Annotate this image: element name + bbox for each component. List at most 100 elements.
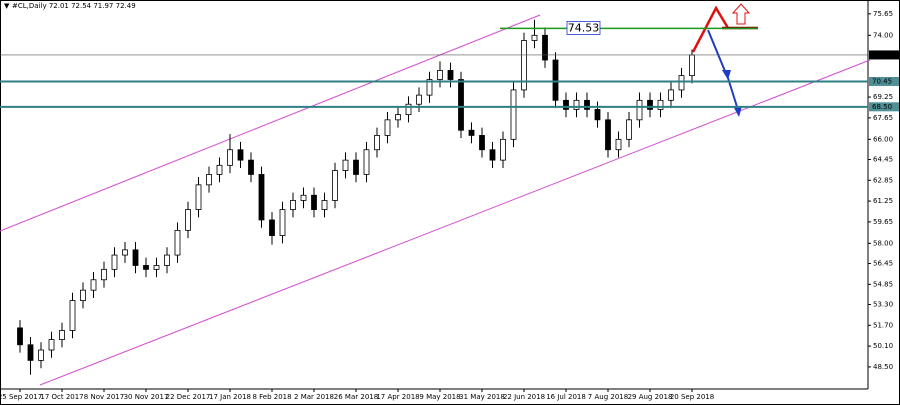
candle-body xyxy=(657,99,664,110)
candle-body xyxy=(479,135,485,151)
red-path xyxy=(691,5,730,53)
candle-body xyxy=(437,70,443,80)
menu-icon[interactable]: ▼ xyxy=(4,2,10,10)
candle-body xyxy=(300,194,307,201)
candle-body xyxy=(143,265,149,270)
candle-body xyxy=(353,159,359,175)
up-arrow-icon xyxy=(731,3,751,25)
y-tick-label: 75.65 xyxy=(873,10,893,18)
candle-body xyxy=(542,34,548,61)
level-label: 70.45 xyxy=(872,77,892,85)
candle-body xyxy=(395,114,401,121)
candle-body xyxy=(258,174,265,221)
candle-body xyxy=(489,149,496,161)
y-tick-label: 58.00 xyxy=(873,239,893,247)
candle-body xyxy=(59,330,65,340)
x-tick-label: 9 May 2018 xyxy=(419,393,460,401)
candle-body xyxy=(80,289,86,301)
x-tick-label: 17 Oct 2017 xyxy=(40,393,83,401)
blue-path xyxy=(707,29,728,77)
candle-body xyxy=(111,254,118,270)
candle-body xyxy=(269,219,275,236)
candle-body xyxy=(521,40,527,91)
level-label: 68.50 xyxy=(872,103,892,111)
x-tick-label: 26 Mar 2018 xyxy=(334,393,378,401)
blue-arrowhead xyxy=(722,70,731,80)
candle-body xyxy=(615,138,622,151)
blue-path xyxy=(727,77,739,111)
candle-body xyxy=(510,89,517,140)
x-tick-label: 16 Jul 2018 xyxy=(546,393,586,401)
y-tick-label: 51.70 xyxy=(873,321,893,329)
x-tick-label: 20 Sep 2018 xyxy=(670,393,714,401)
blue-arrowhead xyxy=(733,106,742,117)
candle-body xyxy=(27,344,34,361)
candle-body xyxy=(216,164,223,175)
y-tick-label: 50.10 xyxy=(873,342,893,350)
candle-body xyxy=(363,149,370,175)
candle-body xyxy=(279,209,286,236)
target-box xyxy=(566,21,601,35)
candle-body xyxy=(468,129,475,136)
level-tag xyxy=(869,102,899,112)
x-tick-label: 31 May 2018 xyxy=(459,393,505,401)
candle-body xyxy=(573,99,580,110)
candle-body xyxy=(668,89,674,101)
candle-body xyxy=(227,149,233,166)
x-tick-label: 7 Aug 2018 xyxy=(588,393,628,401)
candle-body xyxy=(584,99,590,110)
candle-body xyxy=(195,184,202,210)
candle-body xyxy=(647,99,653,110)
y-tick-label: 74.00 xyxy=(873,31,893,39)
candle-body xyxy=(332,170,338,201)
candle-body xyxy=(90,279,97,291)
candle-body xyxy=(384,119,391,136)
candle-body xyxy=(17,327,23,346)
candle-body xyxy=(426,79,433,96)
candle-body xyxy=(531,34,538,41)
candle-body xyxy=(626,119,632,140)
current-price-tag xyxy=(869,50,899,60)
x-tick-label: 30 Nov 2017 xyxy=(124,393,169,401)
candle-body xyxy=(101,268,107,281)
x-tick-label: 2 Mar 2018 xyxy=(294,393,334,401)
candle-body xyxy=(636,99,643,121)
x-tick-label: 17 Apr 2018 xyxy=(376,393,419,401)
y-tick-label: 54.85 xyxy=(873,280,893,288)
x-tick-label: 17 Jan 2018 xyxy=(209,393,251,401)
candle-body xyxy=(290,200,296,210)
candle-body xyxy=(500,138,506,161)
candle-body xyxy=(185,209,191,231)
y-tick-label: 53.30 xyxy=(873,300,893,308)
candle-body xyxy=(164,254,170,266)
x-tick-label: 22 Dec 2017 xyxy=(166,393,211,401)
y-tick-label: 64.45 xyxy=(873,155,893,163)
candle-body xyxy=(563,99,569,110)
candle-body xyxy=(38,349,44,361)
x-tick-label: 29 Aug 2018 xyxy=(628,393,673,401)
y-tick-label: 48.50 xyxy=(873,363,893,371)
candle-body xyxy=(678,75,685,91)
x-tick-label: 22 Jun 2018 xyxy=(503,393,545,401)
chart-title: #CL,Daily 72.01 72.54 71.97 72.49 xyxy=(12,2,136,10)
candle-body xyxy=(374,135,380,151)
y-tick-label: 59.65 xyxy=(873,218,893,226)
candle-body xyxy=(458,79,464,131)
candle-body xyxy=(405,103,412,116)
candle-body xyxy=(321,200,328,210)
candles xyxy=(17,19,695,375)
x-tick-label: 25 Sep 2017 xyxy=(0,393,42,401)
candle-body xyxy=(174,229,181,256)
candle-body xyxy=(153,265,160,270)
candle-body xyxy=(206,174,212,186)
target-label: 74.53 xyxy=(568,21,600,34)
candle-body xyxy=(69,300,76,331)
x-tick-label: 8 Feb 2018 xyxy=(252,393,291,401)
candle-body xyxy=(248,159,254,175)
candle-body xyxy=(594,109,601,121)
y-tick-label: 62.85 xyxy=(873,176,893,184)
candle-body xyxy=(122,249,128,256)
candle-body xyxy=(342,159,349,171)
